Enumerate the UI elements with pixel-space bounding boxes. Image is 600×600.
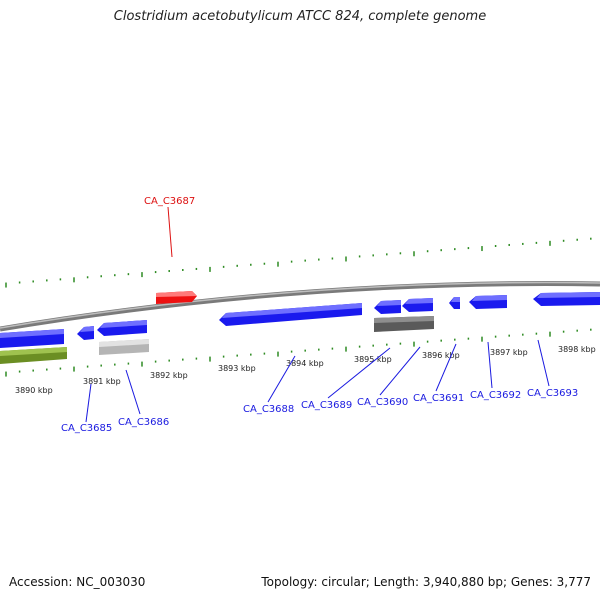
gene-label-ca-c3691[interactable]: CA_C3691 bbox=[413, 393, 464, 404]
gene-label-ca-c3693[interactable]: CA_C3693 bbox=[527, 388, 578, 399]
leader-line-ca-c3686 bbox=[125, 369, 141, 415]
ruler-label-3896: 3896 kbp bbox=[422, 351, 460, 360]
genome-backbone bbox=[0, 281, 600, 332]
gene-ca-c3689-arrow[interactable] bbox=[374, 300, 401, 314]
outer-tick-row bbox=[5, 237, 592, 288]
leader-line-ca-c3689 bbox=[327, 347, 391, 399]
accession-text: Accession: NC_003030 bbox=[9, 575, 146, 589]
leader-line-ca-c3691 bbox=[435, 343, 457, 392]
gene-ca-c3685-arrow[interactable] bbox=[77, 326, 94, 340]
gene-label-ca-c3685[interactable]: CA_C3685 bbox=[61, 423, 112, 434]
ruler-label-3895: 3895 kbp bbox=[354, 355, 392, 364]
gene-label-ca-c3692[interactable]: CA_C3692 bbox=[470, 390, 521, 401]
ruler-labels: 3890 kbp 3891 kbp 3892 kbp 3893 kbp 3894… bbox=[15, 345, 596, 395]
gene-label-ca-c3689[interactable]: CA_C3689 bbox=[301, 400, 352, 411]
feature-green-bar[interactable] bbox=[0, 347, 67, 364]
ruler-label-3897: 3897 kbp bbox=[490, 348, 528, 357]
leader-line-ca-c3687 bbox=[167, 206, 173, 258]
leader-line-ca-c3685 bbox=[85, 383, 92, 423]
ruler-label-3898: 3898 kbp bbox=[558, 345, 596, 354]
gene-ca-c3686-arrow[interactable] bbox=[97, 320, 147, 336]
ruler-label-3892: 3892 kbp bbox=[150, 371, 188, 380]
ruler-label-3891: 3891 kbp bbox=[83, 377, 121, 386]
gene-ca-c3684-arrow[interactable] bbox=[0, 329, 64, 348]
gene-labels: CA_C3687 CA_C3685 CA_C3686 CA_C3688 CA_C… bbox=[61, 196, 578, 434]
gene-ca-c3693-arrow[interactable] bbox=[533, 292, 600, 306]
gene-leader-lines bbox=[85, 206, 550, 423]
gene-ca-c3687-arrow[interactable] bbox=[156, 291, 197, 304]
inner-tick-row bbox=[5, 328, 592, 377]
leader-line-ca-c3692 bbox=[487, 341, 493, 389]
leader-line-ca-c3693 bbox=[537, 339, 550, 387]
map-title: Clostridium acetobutylicum ATCC 824, com… bbox=[113, 9, 487, 24]
feature-light-grey-bar[interactable] bbox=[99, 339, 149, 355]
leader-line-ca-c3688 bbox=[267, 355, 296, 403]
gene-label-ca-c3688[interactable]: CA_C3688 bbox=[243, 404, 294, 415]
gene-label-ca-c3686[interactable]: CA_C3686 bbox=[118, 417, 169, 428]
gene-label-ca-c3690[interactable]: CA_C3690 bbox=[357, 397, 408, 408]
gene-ca-c3691-arrow[interactable] bbox=[449, 297, 460, 309]
genome-backbone-highlight bbox=[0, 281, 600, 329]
ruler-label-3890: 3890 kbp bbox=[15, 386, 53, 395]
gene-label-ca-c3687[interactable]: CA_C3687 bbox=[144, 196, 195, 207]
gene-ca-c3690-arrow[interactable] bbox=[402, 298, 433, 312]
leader-line-ca-c3690 bbox=[379, 346, 421, 396]
ruler-label-3894: 3894 kbp bbox=[286, 359, 324, 368]
ruler-label-3893: 3893 kbp bbox=[218, 364, 256, 373]
genome-summary-text: Topology: circular; Length: 3,940,880 bp… bbox=[261, 575, 591, 589]
feature-dark-grey-bar[interactable] bbox=[374, 316, 434, 332]
gene-ca-c3692-arrow[interactable] bbox=[469, 295, 507, 309]
gene-ca-c3688-arrow[interactable] bbox=[219, 303, 362, 326]
